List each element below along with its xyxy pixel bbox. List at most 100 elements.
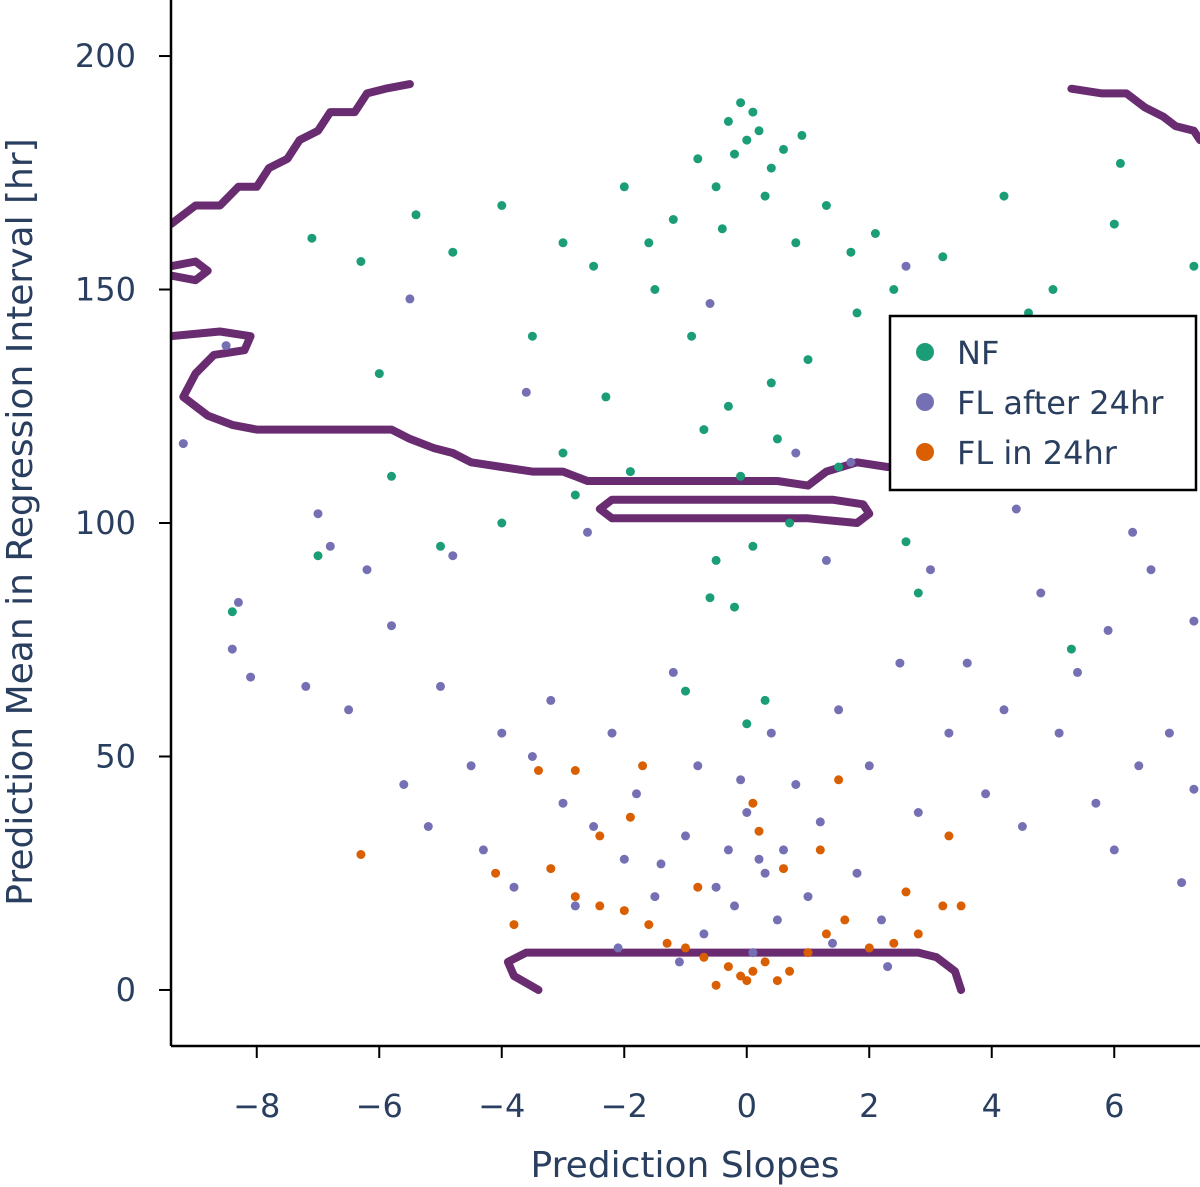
point-nf <box>754 126 764 136</box>
point-fl-after-24hr <box>613 943 623 953</box>
point-fl-after-24hr <box>423 822 433 831</box>
point-nf <box>1189 261 1199 271</box>
point-fl-after-24hr <box>399 780 409 789</box>
point-nf <box>374 369 384 379</box>
point-fl-in-24hr <box>938 901 948 911</box>
point-fl-in-24hr <box>570 892 580 902</box>
point-nf <box>772 434 782 444</box>
point-fl-in-24hr <box>889 938 899 948</box>
point-fl-in-24hr <box>638 761 648 771</box>
x-tick-label: −2 <box>601 1087 648 1125</box>
point-fl-after-24hr <box>466 761 476 771</box>
point-fl-in-24hr <box>840 915 850 925</box>
point-nf <box>736 471 746 481</box>
point-fl-after-24hr <box>760 868 770 878</box>
x-tick-label: 4 <box>982 1087 1002 1125</box>
point-nf <box>436 541 445 551</box>
point-fl-after-24hr <box>815 817 825 827</box>
y-tick-label: 150 <box>75 271 136 309</box>
point-nf <box>748 107 758 117</box>
point-fl-after-24hr <box>313 509 323 519</box>
legend-label-fl-after-24hr: FL after 24hr <box>957 384 1164 422</box>
point-fl-after-24hr <box>772 915 782 925</box>
point-nf <box>705 593 715 603</box>
point-fl-after-24hr <box>791 448 801 458</box>
point-fl-in-24hr <box>785 966 795 976</box>
point-fl-after-24hr <box>570 901 580 911</box>
point-nf <box>558 238 568 248</box>
point-nf <box>723 401 733 411</box>
point-fl-in-24hr <box>534 766 543 775</box>
point-nf <box>589 261 599 271</box>
point-nf <box>870 229 880 238</box>
point-fl-after-24hr <box>1091 798 1101 808</box>
x-tick-label: 6 <box>1104 1087 1124 1125</box>
point-nf <box>699 425 709 435</box>
point-nf <box>497 518 507 528</box>
point-fl-after-24hr <box>766 728 776 738</box>
point-fl-after-24hr <box>583 527 592 537</box>
point-fl-after-24hr <box>791 780 801 789</box>
point-fl-in-24hr <box>546 864 556 874</box>
point-fl-in-24hr <box>956 901 966 911</box>
point-nf <box>821 201 831 210</box>
point-fl-after-24hr <box>301 681 311 691</box>
point-nf <box>852 308 862 318</box>
point-nf <box>527 331 537 341</box>
point-fl-in-24hr <box>901 887 911 897</box>
point-fl-after-24hr <box>828 938 837 948</box>
point-fl-after-24hr <box>246 672 256 682</box>
point-fl-after-24hr <box>742 808 752 817</box>
point-fl-in-24hr <box>748 798 758 808</box>
point-fl-after-24hr <box>1103 625 1113 635</box>
point-fl-in-24hr <box>356 850 366 859</box>
point-nf <box>913 588 923 598</box>
point-fl-after-24hr <box>748 948 758 958</box>
point-nf <box>387 471 396 481</box>
point-nf <box>711 555 721 565</box>
point-fl-after-24hr <box>1073 667 1082 677</box>
point-fl-after-24hr <box>521 387 531 397</box>
point-fl-in-24hr <box>864 943 874 953</box>
y-tick-label: 200 <box>75 37 136 75</box>
point-fl-after-24hr <box>1189 784 1199 794</box>
point-nf <box>1109 219 1119 229</box>
x-tick-label: −4 <box>478 1087 525 1125</box>
point-fl-in-24hr <box>681 943 690 953</box>
point-fl-after-24hr <box>895 658 905 668</box>
point-nf <box>901 537 911 547</box>
y-axis-title: Prediction Mean in Regression Interval [… <box>0 138 41 905</box>
point-fl-after-24hr <box>1146 565 1156 575</box>
point-nf <box>999 191 1009 201</box>
point-fl-after-24hr <box>1011 504 1021 514</box>
point-nf <box>742 135 752 145</box>
point-fl-after-24hr <box>901 261 911 271</box>
point-fl-after-24hr <box>705 299 715 308</box>
point-nf <box>227 607 237 617</box>
point-fl-after-24hr <box>693 761 703 771</box>
point-nf <box>693 154 703 164</box>
contour-line <box>503 948 966 994</box>
point-fl-after-24hr <box>846 457 856 467</box>
point-fl-after-24hr <box>527 752 537 761</box>
point-fl-after-24hr <box>619 854 629 864</box>
point-fl-after-24hr <box>803 892 813 902</box>
point-fl-after-24hr <box>656 859 666 869</box>
point-fl-in-24hr <box>834 775 844 785</box>
point-nf <box>650 285 660 294</box>
contour-line <box>171 257 212 285</box>
point-fl-in-24hr <box>619 906 629 916</box>
x-tick-label: −6 <box>356 1087 403 1125</box>
point-fl-after-24hr <box>650 892 660 902</box>
point-fl-in-24hr <box>711 980 721 990</box>
point-nf <box>448 247 458 257</box>
contour-line <box>171 80 414 229</box>
point-fl-after-24hr <box>723 845 733 855</box>
legend-marker-fl-after-24hr <box>916 393 934 411</box>
point-fl-after-24hr <box>1177 878 1187 888</box>
point-fl-after-24hr <box>1128 527 1138 537</box>
point-nf <box>601 392 611 402</box>
point-nf <box>558 448 568 458</box>
point-fl-in-24hr <box>944 831 954 841</box>
